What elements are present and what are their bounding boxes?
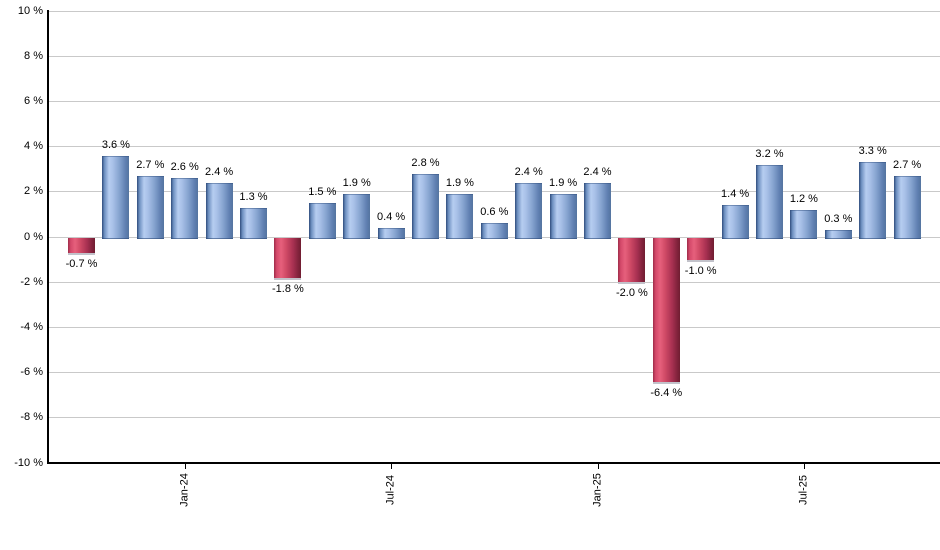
bar-Apr-24 (274, 238, 302, 280)
bar-value-label: 0.4 % (377, 210, 406, 223)
y-tick-label: 8 % (24, 49, 43, 62)
y-tick-label: 10 % (17, 4, 43, 17)
x-tick-label: Jan-24 (178, 473, 191, 507)
bar-value-label: 2.4 % (514, 165, 543, 178)
bar-Oct-23 (68, 238, 95, 255)
bar-value-label: 3.2 % (755, 147, 784, 160)
y-gridline (48, 55, 940, 57)
bar-Jan-24 (171, 178, 199, 239)
bar-Dec-23 (136, 175, 164, 239)
bar-value-label: 1.3 % (239, 190, 268, 203)
bar-value-label: -2.0 % (615, 287, 648, 300)
x-axis-tick (391, 464, 393, 469)
y-tick-label: -4 % (20, 320, 43, 333)
bar-value-label: 3.3 % (858, 145, 887, 158)
bar-Dec-24 (549, 194, 577, 239)
x-axis-tick (803, 464, 805, 469)
bar-value-label: -0.7 % (65, 257, 98, 270)
bar-value-label: 1.2 % (789, 192, 818, 205)
bar-Aug-25 (824, 230, 852, 239)
y-tick-label: -6 % (20, 366, 43, 379)
bar-value-label: 1.9 % (445, 177, 474, 190)
bar-Nov-23 (102, 155, 130, 239)
bar-Jun-25 (756, 164, 783, 239)
bar-Aug-24 (412, 173, 439, 239)
y-tick-label: -10 % (14, 456, 43, 469)
bar-Apr-25 (687, 238, 715, 262)
x-tick-label: Jul-24 (384, 475, 397, 505)
bar-Oct-24 (480, 223, 508, 239)
bar-value-label: -6.4 % (650, 386, 683, 399)
bar-value-label: 2.7 % (893, 158, 922, 171)
y-gridline (48, 191, 940, 193)
x-axis-line (47, 462, 940, 464)
bar-Sep-25 (859, 162, 887, 239)
y-gridline (48, 281, 940, 283)
bar-value-label: 2.4 % (205, 165, 234, 178)
bar-value-label: 2.8 % (411, 156, 440, 169)
y-gridline (48, 10, 940, 12)
bar-Feb-25 (618, 238, 646, 285)
bar-value-label: 0.6 % (480, 206, 509, 219)
bar-Jun-24 (343, 194, 371, 239)
y-gridline (48, 100, 940, 102)
bar-value-label: 1.9 % (342, 177, 371, 190)
bar-May-24 (308, 203, 336, 239)
y-gridline (48, 146, 940, 148)
bar-Sep-24 (446, 194, 474, 239)
bar-value-label: 0.3 % (824, 213, 853, 226)
bar-value-label: 1.9 % (549, 177, 578, 190)
bar-Mar-25 (652, 238, 680, 384)
y-gridline (48, 372, 940, 374)
bar-Mar-24 (240, 207, 267, 239)
y-tick-label: -8 % (20, 411, 43, 424)
bar-May-25 (721, 205, 749, 239)
bar-Feb-24 (205, 182, 233, 239)
bar-value-label: -1.0 % (684, 264, 717, 277)
x-axis-tick (184, 464, 186, 469)
y-tick-label: 0 % (24, 230, 43, 243)
y-gridline (48, 326, 940, 328)
bar-value-label: 2.6 % (170, 161, 199, 174)
y-tick-label: -2 % (20, 275, 43, 288)
bar-Jul-25 (790, 209, 818, 239)
bar-value-label: 1.4 % (721, 188, 750, 201)
bar-value-label: 2.4 % (583, 165, 612, 178)
y-tick-label: 6 % (24, 94, 43, 107)
bar-value-label: 3.6 % (101, 138, 130, 151)
bar-Jan-25 (584, 182, 611, 239)
y-tick-label: 4 % (24, 140, 43, 153)
bar-Jul-24 (377, 227, 405, 239)
bar-value-label: 1.5 % (308, 186, 337, 199)
x-tick-label: Jan-25 (591, 473, 603, 507)
bar-Nov-24 (515, 182, 543, 239)
y-axis-line (47, 10, 49, 464)
y-gridline (48, 417, 940, 419)
x-tick-label: Jul-25 (797, 475, 810, 505)
x-axis-tick (597, 464, 599, 469)
y-tick-label: 2 % (24, 185, 43, 198)
bar-value-label: 2.7 % (136, 158, 165, 171)
bar-Oct-25 (893, 175, 921, 239)
bar-value-label: -1.8 % (271, 282, 304, 295)
